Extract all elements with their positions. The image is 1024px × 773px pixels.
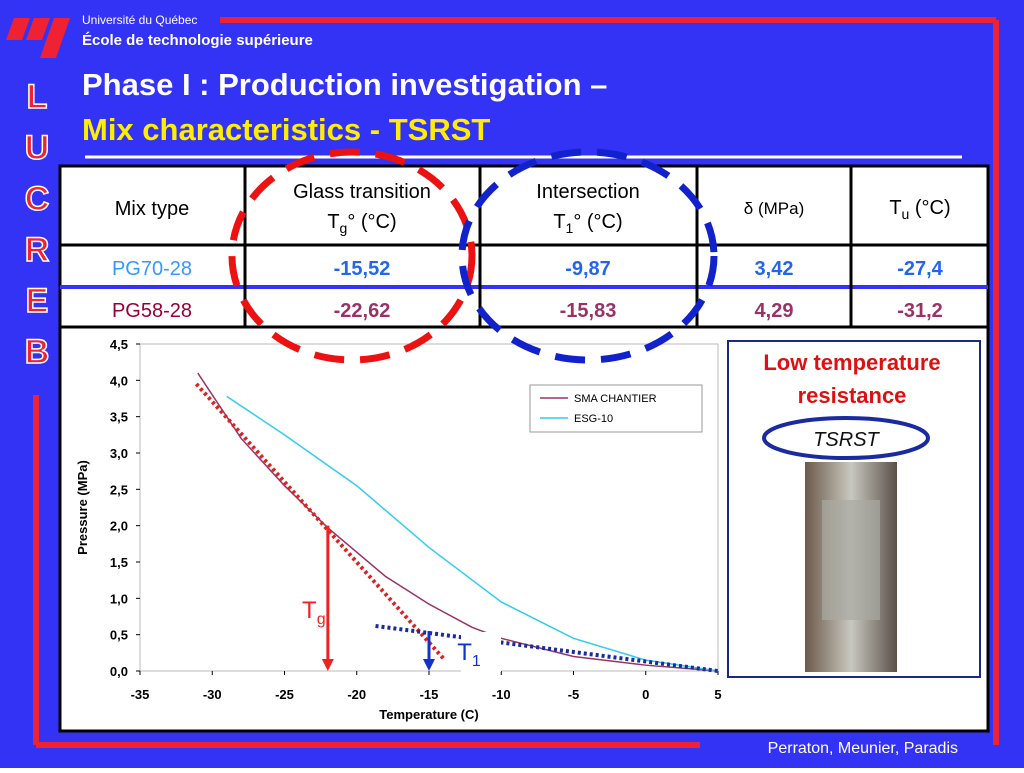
sym: T [457,639,472,666]
y-tick-label: 2,0 [110,519,128,534]
unit: ° (°C) [347,211,396,233]
arrow-head [321,659,334,671]
table-header: Mix type Glass transition Tg° (°C) Inter… [115,181,951,236]
logo-letter: B [25,333,50,371]
sym: T [302,597,317,624]
sub: u [902,206,910,222]
table-body: PG70-28 -15,52 -9,87 3,42 -27,4 PG58-28 -22,62… [112,258,944,322]
subtitle: Mix characteristics - TSRST [82,112,490,147]
sub: g [340,220,348,236]
x-tick-label: -30 [203,687,222,702]
university: Université du Québec [82,13,197,27]
header-cell: Mix type [115,198,189,220]
unit: ° (°C) [573,211,622,233]
sub: g [317,611,326,628]
logo-letter: E [26,282,49,320]
school: École de technologie supérieure [82,32,313,49]
y-tick-label: 4,0 [110,373,128,388]
x-tick-label: -35 [131,687,150,702]
legend-label: ESG-10 [574,413,613,425]
y-tick-label: 1,5 [110,555,128,570]
x-tick-label: 0 [642,687,649,702]
logo-letter: C [25,180,50,218]
x-tick-label: -20 [347,687,366,702]
sub: 1 [566,220,574,236]
badge [762,416,930,460]
table-cell: PG70-28 [112,258,192,280]
logo-letter: U [25,129,50,167]
logo [6,18,70,58]
y-tick-label: 4,5 [110,337,128,352]
tangent-line [194,382,447,662]
title: Phase I : Production investigation – [82,67,607,102]
header-cell: T1° (°C) [553,211,622,236]
y-tick-label: 1,0 [110,591,128,606]
chart: 0,0 0,5 1,0 1,5 2,0 2,5 3,0 3,5 4,0 4,5 -35 -30 -25 -… [75,337,722,722]
arrow-head [423,659,435,671]
x-tick-label: 5 [714,687,721,702]
series-line [197,372,719,672]
y-axis-label: Pressure (MPa) [75,460,90,555]
marker-label: Tg [302,597,326,628]
header-cell: Tu (°C) [889,197,950,222]
table-cell: -22,62 [334,300,391,322]
sub: 1 [472,653,481,670]
sym: T [889,197,901,219]
y-tick-label: 0,0 [110,664,128,679]
badge-text: TSRST [813,429,880,451]
x-tick-label: -25 [275,687,294,702]
table-cell: -15,52 [334,258,391,280]
table-cell: 3,42 [755,258,794,280]
header-cell: δ (MPa) [744,199,804,218]
table-cell: -15,83 [560,300,617,322]
panel-title: Low temperature [763,350,940,375]
x-tick-label: -5 [568,687,580,702]
legend [529,384,703,433]
legend-label: SMA CHANTIER [574,393,657,405]
logo-letter: R [25,231,50,269]
y-tick-label: 3,5 [110,410,128,425]
series-line [226,395,719,672]
header-cell: Tg° (°C) [327,211,396,236]
highlight-ellipse [458,148,718,364]
header-cell: Intersection [536,181,639,203]
logo-letter: L [27,78,48,116]
x-tick-label: -15 [420,687,439,702]
header-cell: Glass transition [293,181,431,203]
x-axis-label: Temperature (C) [379,707,478,722]
marker-label: T1 [457,639,481,670]
sym: T [327,211,339,233]
table [60,166,988,329]
panel-title: resistance [798,383,907,408]
table-cell: 4,29 [755,300,794,322]
y-tick-label: 2,5 [110,482,128,497]
highlight-ellipse [228,148,476,364]
photo-specimen [822,500,880,620]
table-cell: -9,87 [565,258,611,280]
table-cell: -31,2 [897,300,943,322]
y-tick-label: 0,5 [110,628,128,643]
x-tick-label: -10 [492,687,511,702]
y-tick-label: 3,0 [110,446,128,461]
table-cell: PG58-28 [112,300,192,322]
unit: (°C) [909,197,950,219]
label-bg [461,632,501,672]
footer: Perraton, Meunier, Paradis [768,740,958,757]
table-cell: -27,4 [897,258,943,280]
sym: T [553,211,565,233]
